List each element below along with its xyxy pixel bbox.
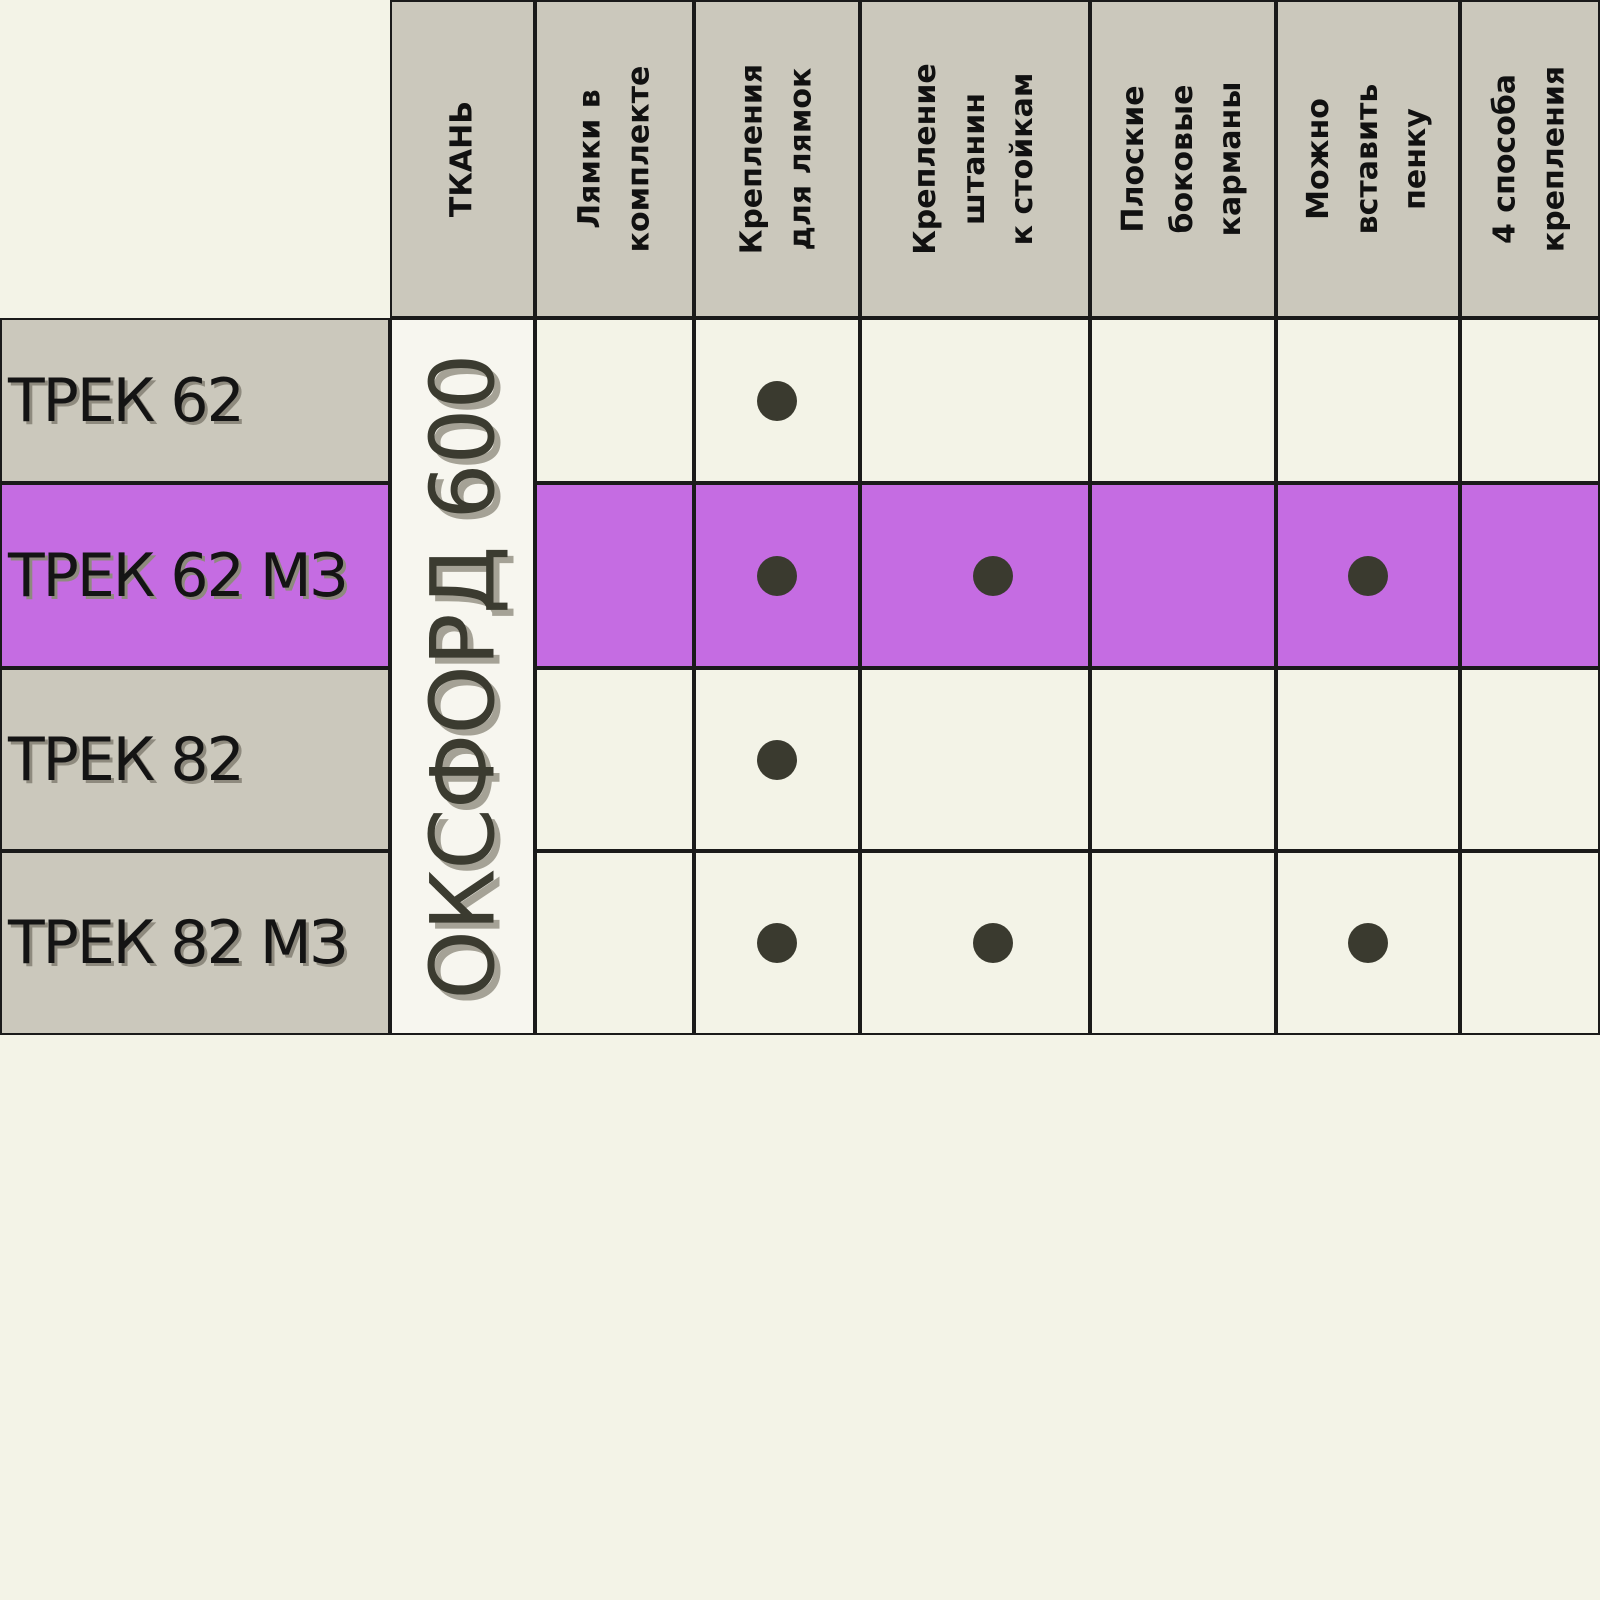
feature-cell: [860, 668, 1090, 851]
header-feature-label: Лямки в комплекте: [571, 65, 656, 253]
feature-cell: [1090, 318, 1276, 483]
feature-cell: [860, 483, 1090, 668]
feature-cell: [535, 668, 694, 851]
header-feature-label: Крепление штанин к стойкам: [908, 63, 1041, 255]
feature-cell: [694, 318, 860, 483]
header-feature-label: Плоские боковые карманы: [1116, 81, 1249, 237]
row-label: ТРЕК 82 МЗ: [8, 908, 348, 978]
feature-cell: [535, 318, 694, 483]
fabric-value: ОКСФОРД 600: [411, 354, 514, 999]
header-feature-1: Лямки в комплекте: [535, 0, 694, 318]
row-label: ТРЕК 82: [8, 724, 245, 795]
header-fabric-label: ТКАНЬ: [444, 100, 480, 218]
row-label-cell: ТРЕК 62 МЗ: [0, 483, 390, 668]
feature-cell: [1460, 318, 1600, 483]
check-dot: [973, 923, 1013, 963]
check-dot: [757, 739, 797, 780]
feature-cell: [1276, 668, 1460, 851]
header-feature-2: Крепления для лямок: [694, 0, 860, 318]
feature-cell: [860, 851, 1090, 1035]
feature-cell: [1090, 851, 1276, 1035]
feature-cell: [1460, 483, 1600, 668]
header-fabric: ТКАНЬ: [390, 0, 535, 318]
check-dot: [757, 380, 797, 421]
header-feature-label: Крепления для лямок: [734, 63, 818, 255]
feature-cell: [1276, 483, 1460, 668]
row-label-cell: ТРЕК 82: [0, 668, 390, 851]
feature-cell: [1460, 668, 1600, 851]
row-label: ТРЕК 62: [8, 365, 245, 436]
feature-cell: [860, 318, 1090, 483]
fabric-cell: ОКСФОРД 600: [390, 318, 535, 1035]
feature-cell: [1276, 851, 1460, 1035]
feature-cell: [1276, 318, 1460, 483]
row-label-cell: ТРЕК 62: [0, 318, 390, 483]
check-dot: [757, 555, 797, 596]
header-feature-4: Плоские боковые карманы: [1090, 0, 1276, 318]
feature-cell: [694, 851, 860, 1035]
check-dot: [1348, 923, 1388, 963]
feature-cell: [1090, 668, 1276, 851]
feature-cell: [1460, 851, 1600, 1035]
check-dot: [1348, 555, 1388, 596]
row-label: ТРЕК 62 МЗ: [8, 540, 348, 611]
header-feature-label: 4 способа крепления: [1487, 65, 1571, 253]
feature-cell: [694, 483, 860, 668]
check-dot: [973, 555, 1013, 596]
feature-cell: [1090, 483, 1276, 668]
feature-cell: [694, 668, 860, 851]
header-feature-5: Можно вставить пенку: [1276, 0, 1460, 318]
header-feature-label: Можно вставить пенку: [1301, 83, 1434, 235]
feature-cell: [535, 483, 694, 668]
feature-cell: [535, 851, 694, 1035]
check-dot: [757, 923, 797, 963]
header-feature-6: 4 способа крепления: [1460, 0, 1600, 318]
header-feature-3: Крепление штанин к стойкам: [860, 0, 1090, 318]
row-label-cell: ТРЕК 82 МЗ: [0, 851, 390, 1035]
